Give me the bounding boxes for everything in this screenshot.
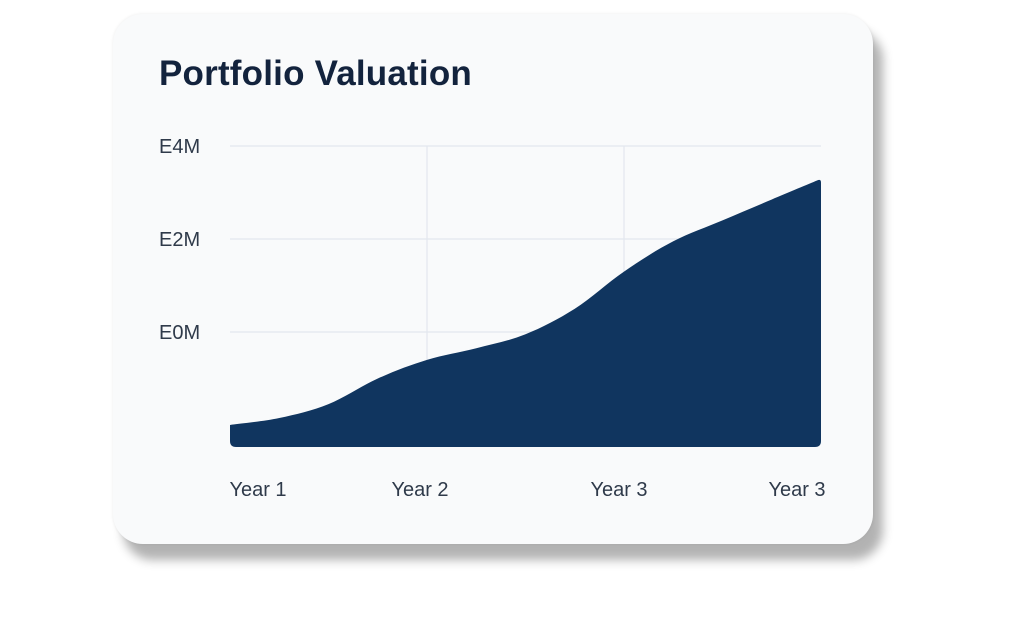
x-tick-label: Year 1 (229, 479, 286, 501)
y-tick-label: E0M (159, 322, 200, 344)
card-title: Portfolio Valuation (159, 54, 472, 93)
chart-area-series (230, 179, 821, 447)
x-axis-tick-labels: Year 1 Year 2 Year 3 Year 3 (229, 479, 825, 501)
y-tick-label: E2M (159, 229, 200, 251)
y-tick-label: E4M (159, 136, 200, 158)
portfolio-valuation-card: Portfolio Valuation E4M E2M E0M Year 1 Year… (113, 14, 873, 544)
x-tick-label: Year 2 (391, 479, 448, 501)
valuation-area (230, 179, 821, 447)
y-axis-tick-labels: E4M E2M E0M (159, 136, 200, 344)
x-tick-label: Year 3 (768, 479, 825, 501)
portfolio-area-chart: E4M E2M E0M Year 1 Year 2 Year 3 Year 3 (159, 136, 826, 501)
x-tick-label: Year 3 (590, 479, 647, 501)
